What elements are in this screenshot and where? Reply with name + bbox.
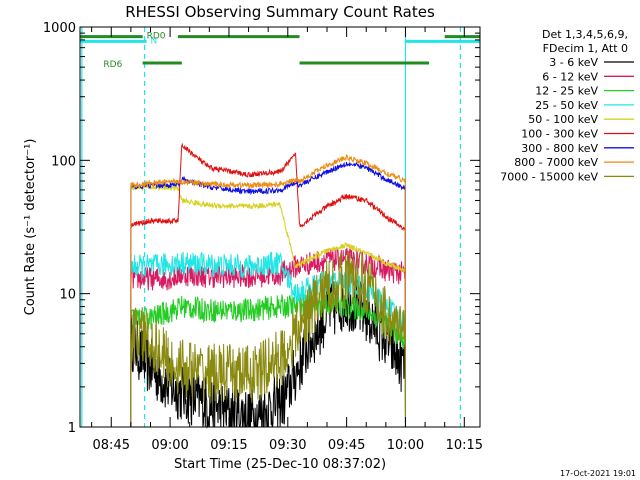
x-tick-label: 09:30 [269,438,306,453]
legend-label: 25 - 50 keV [535,99,598,112]
x-axis-label: Start Time (25-Dec-10 08:37:02) [174,457,386,472]
legend: Det 1,3,4,5,6,9,FDecim 1, Att 03 - 6 keV… [500,28,634,183]
y-tick-label: 1 [68,421,76,436]
x-tick-label: 09:45 [328,438,365,453]
legend-label: 6 - 12 keV [542,70,598,83]
mode-label: N [150,36,157,46]
series-line-7 [130,154,406,428]
series-group [130,142,406,429]
legend-title: Det 1,3,4,5,6,9, [542,28,628,41]
legend-label: 12 - 25 keV [535,85,598,98]
x-tick-label: 08:45 [93,438,130,453]
x-axis: 08:45 09:00 09:15 09:30 09:45 10:00 10:15 [91,27,483,453]
y-tick-label: 1000 [43,21,76,36]
series-line-5 [130,142,406,428]
legend-label: 3 - 6 keV [549,56,598,69]
legend-label: 800 - 7000 keV [514,156,598,169]
x-tick-label: 09:15 [210,438,247,453]
mode-label: RD6 [103,60,122,70]
y-axis-label: Count Rate (s⁻¹ detector⁻¹) [23,139,38,316]
x-tick-label: 10:00 [387,438,424,453]
series-line-6 [130,161,406,428]
legend-label: 100 - 300 keV [521,128,598,141]
series-line-8 [130,252,406,428]
plot-frame [79,26,481,428]
x-tick-label: 10:15 [446,438,483,453]
y-tick-label: 100 [51,154,76,169]
y-tick-label: 10 [59,288,76,303]
x-tick-label: 09:00 [151,438,188,453]
legend-label: 7000 - 15000 keV [500,170,598,183]
series-line-1 [130,247,406,428]
y-axis: 1 10 100 1000 [43,21,480,436]
footer-timestamp: 17-Oct-2021 19:01 [560,469,636,478]
mode-label: RD0 [147,32,166,42]
chart-title: RHESSI Observing Summary Count Rates [125,3,435,21]
legend-title: FDecim 1, Att 0 [543,42,628,55]
series-line-2 [130,293,406,428]
legend-label: 300 - 800 keV [521,142,598,155]
legend-label: 50 - 100 keV [528,113,598,126]
series-line-3 [130,251,406,428]
